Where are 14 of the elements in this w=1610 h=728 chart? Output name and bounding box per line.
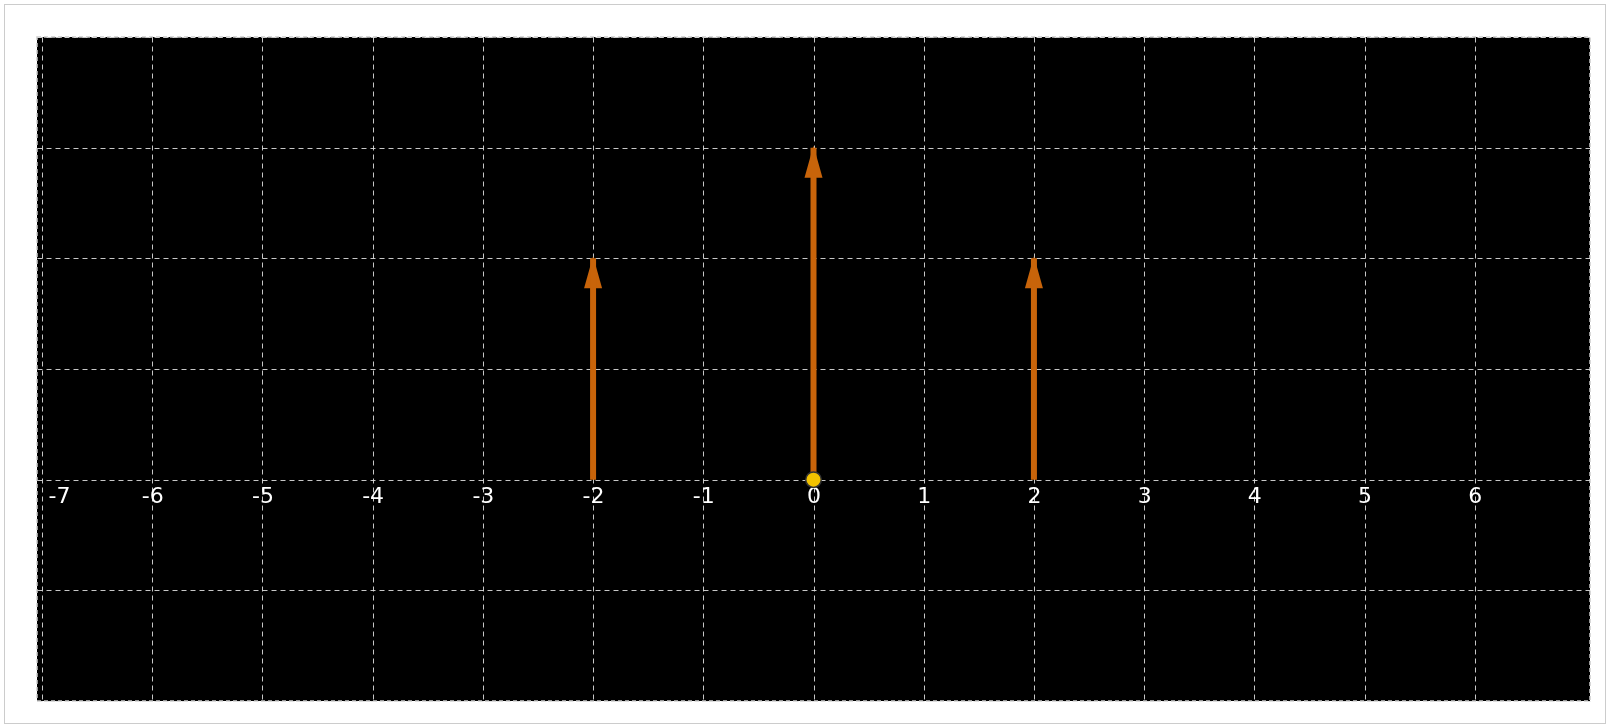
x-tick-label: -4 <box>362 483 385 509</box>
x-tick-label: 5 <box>1358 483 1373 509</box>
x-tick-label: -2 <box>582 483 605 509</box>
x-tick-label: -3 <box>472 483 495 509</box>
x-tick-label: -1 <box>692 483 715 509</box>
x-tick-label: 2 <box>1027 483 1042 509</box>
x-tick-label: -7 <box>48 483 71 509</box>
x-tick-label: 4 <box>1247 483 1262 509</box>
x-tick-label: 1 <box>917 483 932 509</box>
x-tick-label: -6 <box>141 483 164 509</box>
x-tick-label: 3 <box>1137 483 1152 509</box>
x-tick-label: -5 <box>251 483 274 509</box>
x-tick-label: 0 <box>807 483 821 509</box>
x-tick-label: 6 <box>1468 483 1483 509</box>
